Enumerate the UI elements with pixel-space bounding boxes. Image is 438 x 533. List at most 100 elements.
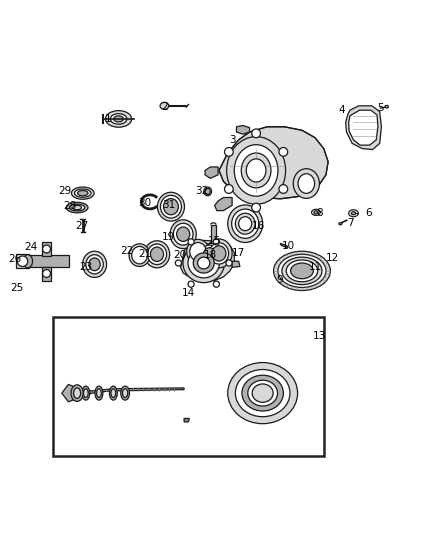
Text: 32: 32: [195, 187, 208, 196]
Ellipse shape: [278, 254, 326, 287]
Ellipse shape: [235, 213, 255, 234]
Ellipse shape: [96, 389, 101, 398]
Ellipse shape: [205, 188, 210, 195]
Ellipse shape: [204, 187, 212, 196]
Ellipse shape: [246, 159, 266, 182]
Ellipse shape: [351, 212, 356, 215]
Ellipse shape: [252, 384, 273, 402]
Text: 20: 20: [173, 250, 186, 260]
Text: 10: 10: [283, 240, 295, 251]
Polygon shape: [280, 244, 288, 248]
Ellipse shape: [201, 245, 218, 264]
Ellipse shape: [71, 385, 83, 401]
Text: 3: 3: [229, 135, 235, 145]
Circle shape: [225, 184, 233, 193]
Ellipse shape: [206, 239, 232, 268]
Circle shape: [279, 148, 288, 156]
Ellipse shape: [311, 209, 320, 215]
Ellipse shape: [187, 239, 209, 264]
Ellipse shape: [82, 251, 106, 277]
Polygon shape: [232, 261, 240, 268]
Circle shape: [17, 256, 28, 266]
Ellipse shape: [170, 220, 196, 248]
Ellipse shape: [212, 246, 226, 261]
Text: 9: 9: [277, 276, 283, 286]
Ellipse shape: [385, 106, 389, 108]
Ellipse shape: [66, 203, 88, 213]
Text: 22: 22: [120, 246, 133, 256]
Ellipse shape: [73, 205, 81, 210]
Ellipse shape: [339, 223, 342, 225]
Ellipse shape: [248, 380, 278, 406]
Ellipse shape: [157, 192, 184, 221]
Text: 21: 21: [138, 249, 152, 259]
Text: 4: 4: [338, 105, 345, 115]
Ellipse shape: [290, 263, 313, 279]
Ellipse shape: [177, 227, 190, 241]
Circle shape: [225, 148, 233, 156]
Ellipse shape: [70, 204, 85, 211]
Text: 5: 5: [377, 103, 384, 114]
Polygon shape: [205, 167, 218, 179]
Text: 13: 13: [313, 332, 326, 341]
Text: 11: 11: [308, 262, 321, 272]
Bar: [42, 242, 51, 256]
Ellipse shape: [190, 243, 206, 261]
Circle shape: [213, 281, 219, 287]
Ellipse shape: [84, 389, 88, 398]
Polygon shape: [219, 127, 328, 199]
Ellipse shape: [298, 174, 314, 193]
Text: 26: 26: [8, 254, 22, 264]
Ellipse shape: [173, 223, 193, 245]
Ellipse shape: [129, 244, 150, 266]
Ellipse shape: [239, 217, 252, 231]
Ellipse shape: [106, 111, 132, 127]
Circle shape: [188, 281, 194, 287]
Text: 19: 19: [162, 232, 175, 242]
Ellipse shape: [228, 362, 297, 424]
Circle shape: [252, 129, 261, 138]
Ellipse shape: [71, 187, 94, 199]
Circle shape: [175, 260, 181, 266]
Text: 31: 31: [162, 200, 175, 211]
Ellipse shape: [293, 169, 319, 198]
Text: 12: 12: [326, 253, 339, 263]
Ellipse shape: [234, 144, 278, 196]
Bar: [16, 254, 29, 268]
Text: 8: 8: [316, 208, 323, 218]
Polygon shape: [184, 418, 189, 422]
Polygon shape: [180, 240, 234, 281]
Ellipse shape: [193, 253, 214, 273]
Ellipse shape: [286, 260, 318, 282]
Text: 18: 18: [204, 250, 217, 260]
Text: 1: 1: [104, 114, 111, 124]
Circle shape: [42, 270, 50, 277]
Ellipse shape: [160, 195, 181, 218]
Ellipse shape: [235, 369, 290, 417]
Ellipse shape: [274, 251, 330, 290]
Ellipse shape: [82, 386, 90, 400]
Ellipse shape: [123, 389, 128, 398]
Ellipse shape: [78, 190, 88, 196]
Ellipse shape: [282, 257, 322, 285]
Text: 2: 2: [161, 102, 168, 112]
Ellipse shape: [111, 389, 116, 398]
Ellipse shape: [110, 386, 117, 400]
Ellipse shape: [89, 258, 100, 271]
Ellipse shape: [95, 386, 103, 400]
Text: 14: 14: [182, 288, 195, 298]
Ellipse shape: [132, 246, 148, 264]
Ellipse shape: [145, 241, 170, 268]
Ellipse shape: [160, 102, 169, 109]
Ellipse shape: [203, 248, 215, 262]
Ellipse shape: [183, 244, 224, 282]
Bar: [42, 268, 51, 281]
Ellipse shape: [114, 116, 124, 122]
Ellipse shape: [121, 386, 130, 400]
Circle shape: [213, 239, 219, 245]
Text: 6: 6: [365, 208, 371, 218]
Text: 25: 25: [11, 284, 24, 293]
Polygon shape: [215, 198, 232, 211]
Polygon shape: [62, 384, 184, 402]
Ellipse shape: [242, 375, 283, 411]
